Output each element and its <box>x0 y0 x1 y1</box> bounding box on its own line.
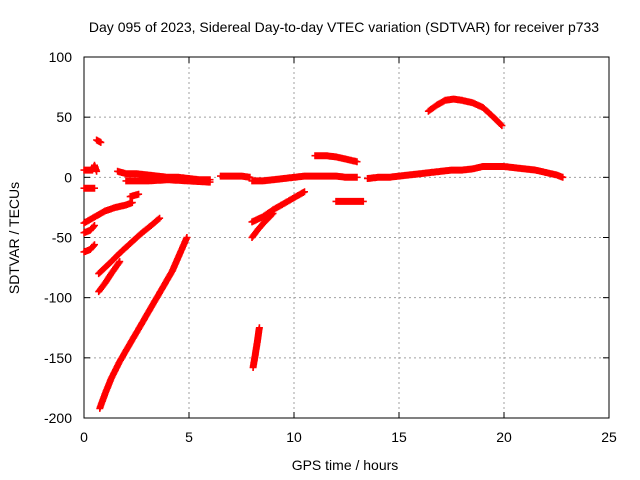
x-tick-labels: 0 5 10 15 20 25 <box>80 429 617 445</box>
point-track <box>122 176 214 186</box>
y-tick-label: -100 <box>44 290 72 306</box>
point-track <box>80 161 101 175</box>
x-tick-label: 5 <box>185 429 193 445</box>
point-track <box>126 190 143 201</box>
point-track <box>93 136 105 146</box>
axis-ticks <box>83 56 610 419</box>
data-points <box>80 95 567 412</box>
point-track <box>249 324 263 371</box>
point-track <box>80 241 98 256</box>
y-tick-label: -200 <box>44 410 72 426</box>
x-tick-label: 15 <box>391 429 407 445</box>
point-track <box>248 209 277 241</box>
y-tick-label: 100 <box>49 49 73 65</box>
point-track <box>95 258 124 296</box>
point-track <box>364 163 567 182</box>
point-track <box>80 184 98 192</box>
point-track <box>311 152 361 166</box>
point-track <box>95 214 164 278</box>
y-tick-label: 0 <box>64 169 72 185</box>
x-tick-label: 20 <box>496 429 512 445</box>
chart-title: Day 095 of 2023, Sidereal Day-to-day VTE… <box>89 19 599 35</box>
grid <box>84 57 609 418</box>
point-track <box>80 199 136 227</box>
point-track <box>96 234 191 412</box>
point-track <box>248 188 308 226</box>
x-tick-label: 10 <box>286 429 302 445</box>
point-track <box>248 172 361 185</box>
point-track <box>332 197 367 205</box>
x-tick-label: 0 <box>80 429 88 445</box>
y-tick-label: -50 <box>52 230 72 246</box>
series-elevated-arcs <box>93 95 506 205</box>
y-tick-labels: -200 -150 -100 -50 0 50 100 <box>44 49 72 426</box>
point-track <box>217 172 254 181</box>
point-track <box>80 222 98 237</box>
series-near-zero-band <box>80 161 567 192</box>
y-tick-label: -150 <box>44 350 72 366</box>
x-tick-label: 25 <box>601 429 617 445</box>
series-negative-tracks <box>80 188 308 412</box>
point-track <box>424 95 506 130</box>
y-axis-label: SDTVAR / TECUs <box>6 182 22 294</box>
x-axis-label: GPS time / hours <box>292 457 399 473</box>
y-tick-label: 50 <box>56 109 72 125</box>
